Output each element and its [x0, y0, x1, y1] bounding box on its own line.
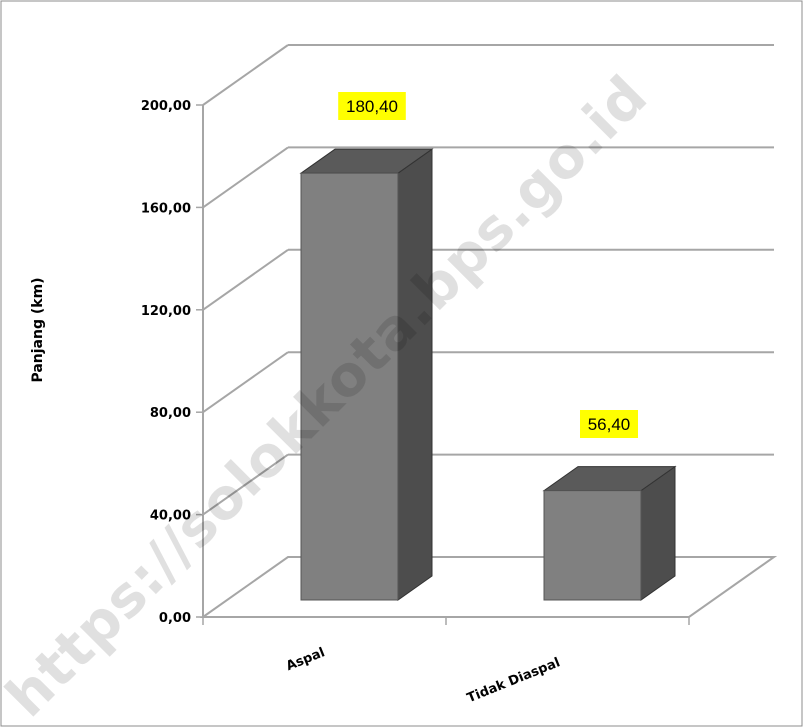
data-label-bg [580, 410, 638, 438]
gridline-diagonal [202, 248, 289, 311]
bar-front [300, 172, 399, 601]
y-tick-label: 80,00 [150, 406, 191, 421]
y-axis-label: Panjang (km) [30, 277, 46, 382]
data-label: 56,40 [588, 415, 631, 434]
bar-layer [299, 148, 677, 601]
y-tick-label: 0,00 [159, 611, 191, 626]
y-tick-label: 200,00 [141, 99, 191, 114]
bar-tidak-diaspal [542, 465, 677, 601]
axis-layer: 0,00 40,00 80,00 120,00 160,00 200,00 [141, 99, 778, 626]
data-label: 180,40 [346, 97, 398, 116]
gridline-diagonal [202, 146, 289, 209]
gridline-diagonal [202, 44, 289, 106]
y-tick-label: 160,00 [141, 201, 191, 216]
bar-aspal [299, 148, 434, 601]
gridline-diagonal [202, 351, 289, 414]
data-label-bg [338, 92, 406, 120]
gridline-diagonal [202, 453, 289, 516]
y-tick-label: 40,00 [150, 509, 191, 524]
y-tick-label: 120,00 [141, 304, 191, 319]
bar-front [543, 490, 642, 601]
chart-floor [199, 556, 778, 618]
bar-side [397, 148, 433, 601]
